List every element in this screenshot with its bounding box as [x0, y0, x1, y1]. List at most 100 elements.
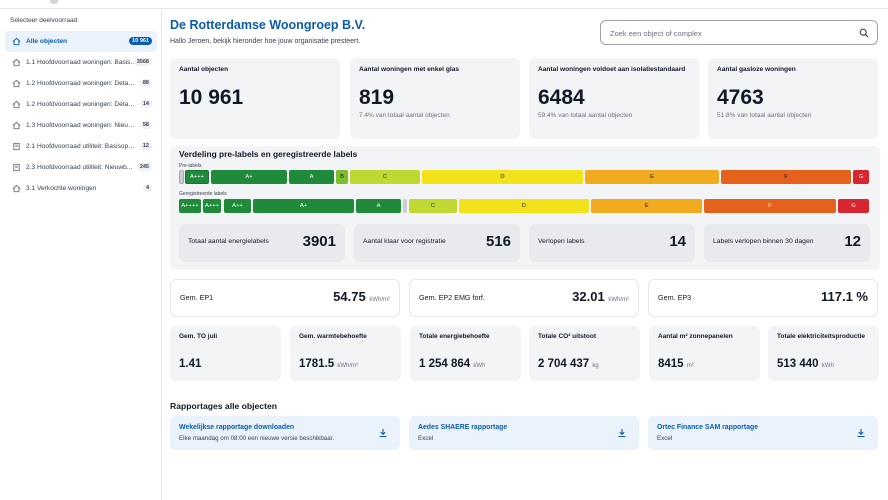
search-input[interactable]: Zoek een object of complex	[600, 20, 878, 45]
download-icon[interactable]	[856, 428, 866, 438]
ep-label: Gem. EP1	[180, 293, 214, 302]
house-icon	[11, 58, 21, 68]
registered-segment-a-plus-3[interactable]: A+++	[203, 199, 221, 213]
report-title: Aedes SHAERE rapportage	[418, 424, 508, 431]
mini-stat-expired: Verlopen labels 14	[529, 224, 695, 262]
mini-stat-value: 12	[844, 233, 861, 250]
stat-value: 819	[359, 86, 395, 109]
house-icon	[11, 121, 21, 131]
mini-stat-expiring-30-days: Labels verlopen binnen 30 dagen 12	[704, 224, 870, 262]
stat-card-gasless: Aantal gasloze woningen 4763 51.8% van t…	[708, 58, 878, 139]
stat-label: Aantal woningen voldoet aan isolatiestan…	[538, 66, 686, 73]
stat-sub: 59.4% van totaal aantal objecten	[538, 112, 633, 119]
sidebar-item-1-2-b[interactable]: 1.2 Hoofdvoorraad woningen: Detailo... 1…	[5, 94, 157, 115]
registered-segment-a-plus-4[interactable]: A++++	[179, 199, 201, 213]
registered-segment-g[interactable]: G	[838, 199, 869, 213]
report-weekly-download[interactable]: Wekelijkse rapportage downloaden Elke ma…	[170, 416, 400, 450]
sidebar-item-label: 3.1 Verkochte woningen	[26, 185, 97, 192]
prelabel-segment-a-plus[interactable]: A+	[211, 170, 287, 184]
registered-segment-d[interactable]: D	[459, 199, 589, 213]
download-icon[interactable]	[617, 428, 627, 438]
metric-label: Aantal m² zonnepanelen	[658, 333, 733, 340]
metric-number: 513 440	[777, 358, 819, 370]
metric-value: 2 704 437 kg	[538, 358, 599, 370]
prelabels-caption: Pre-labels	[179, 163, 202, 169]
sidebar-item-label: 2.1 Hoofdvoorraad utiliteit: Basisopns..…	[26, 143, 136, 150]
ep-number: 54.75	[333, 289, 366, 304]
stat-value: 6484	[538, 86, 585, 109]
prelabel-segment-c[interactable]: C	[350, 170, 420, 184]
ep-value: 32.01 kWh/m²	[572, 289, 629, 304]
greeting-text: Hallo Jeroen, bekijk hieronder hoe jouw …	[170, 38, 361, 45]
metric-value: 8415 m²	[658, 358, 694, 370]
house-icon	[11, 79, 21, 89]
sidebar-item-label: 1.2 Hoofdvoorraad woningen: Detailo...	[26, 101, 136, 108]
sidebar-item-count: 58	[139, 121, 152, 129]
registered-segment-c[interactable]: C	[409, 199, 457, 213]
sidebar-item-2-3[interactable]: 2.3 Hoofdvoorraad utiliteit: Nieuwb... 2…	[5, 157, 157, 178]
ep3-card: Gem. EP3 117.1 %	[648, 279, 878, 317]
prelabel-segment-f[interactable]: F	[721, 170, 851, 184]
building-icon	[11, 142, 21, 152]
report-sub: Excel	[657, 435, 673, 442]
prelabel-segment-grey[interactable]	[179, 170, 184, 184]
sidebar: Selecteer deelvoorraad Alle objecten 10 …	[0, 10, 162, 500]
registered-caption: Geregistreerde labels	[179, 191, 227, 197]
page-title: De Rotterdamse Woongroep B.V.	[170, 18, 366, 32]
sidebar-item-label: 1.1 Hoofdvoorraad woningen: Basis...	[26, 59, 136, 66]
registered-segment-a-plus[interactable]: A+	[253, 199, 354, 213]
report-ortec-sam[interactable]: Ortec Finance SAM rapportage Excel	[648, 416, 878, 450]
sidebar-item-alle-objecten[interactable]: Alle objecten 10 961	[5, 31, 157, 52]
sidebar-item-count: 10 961	[129, 37, 152, 45]
stat-label: Aantal woningen met enkel glas	[359, 66, 460, 73]
report-title: Ortec Finance SAM rapportage	[657, 424, 759, 431]
sidebar-item-count: 245	[136, 163, 152, 171]
metric-label: Totale CO² uitstoot	[538, 333, 597, 340]
mini-stat-total-labels: Totaal aantal energielabels 3901	[179, 224, 345, 262]
sidebar-item-1-3[interactable]: 1.3 Hoofdvoorraad woningen: Nieuw... 58	[5, 115, 157, 136]
mini-stat-value: 3901	[302, 233, 336, 250]
prelabel-segment-a[interactable]: A	[289, 170, 334, 184]
reports-title: Rapportages alle objecten	[170, 401, 277, 411]
ep-unit: kWh/m²	[608, 297, 629, 303]
sidebar-item-label: 1.2 Hoofdvoorraad woningen: Detail...	[26, 80, 136, 87]
ep-label: Gem. EP2 EMG forf.	[419, 293, 485, 302]
registered-segment-a[interactable]: A	[356, 199, 401, 213]
stat-card-objects: Aantal objecten 10 961	[170, 58, 340, 139]
registered-segment-f[interactable]: F	[704, 199, 836, 213]
metric-co2: Totale CO² uitstoot 2 704 437 kg	[529, 326, 640, 381]
search-placeholder: Zoek een object of complex	[610, 29, 702, 38]
metric-unit: kWh/m²	[337, 363, 359, 369]
prelabel-segment-e[interactable]: E	[585, 170, 719, 184]
house-icon	[11, 184, 21, 194]
registered-segment-b[interactable]	[403, 199, 407, 213]
metric-zonnepanelen: Aantal m² zonnepanelen 8415 m²	[649, 326, 760, 381]
report-aedes-shaere[interactable]: Aedes SHAERE rapportage Excel	[409, 416, 639, 450]
ep-label: Gem. EP3	[658, 293, 692, 302]
sidebar-item-1-1[interactable]: 1.1 Hoofdvoorraad woningen: Basis... 356…	[5, 52, 157, 73]
sidebar-item-count: 88	[139, 79, 152, 87]
sidebar-item-label: Alle objecten	[26, 38, 68, 45]
stat-label: Aantal gasloze woningen	[717, 66, 796, 73]
prelabel-segment-a-plus-plus-plus[interactable]: A+++	[185, 170, 209, 184]
metric-elektriciteit: Totale elektriciteitsproductie 513 440 k…	[768, 326, 879, 381]
ep-number: 32.01	[572, 289, 605, 304]
metric-value: 513 440 kWh	[777, 358, 834, 370]
registered-segment-a-plus-2[interactable]: A++	[224, 199, 251, 213]
sidebar-item-2-1[interactable]: 2.1 Hoofdvoorraad utiliteit: Basisopns..…	[5, 136, 157, 157]
mini-stat-label: Labels verlopen binnen 30 dagen	[713, 238, 814, 245]
sidebar-item-label: 1.3 Hoofdvoorraad woningen: Nieuw...	[26, 122, 136, 129]
mini-stat-label: Verlopen labels	[538, 238, 585, 245]
ep1-card: Gem. EP1 54.75 kWh/m²	[170, 279, 400, 317]
prelabel-segment-d[interactable]: D	[422, 170, 583, 184]
metric-value: 1781.5 kWh/m²	[299, 358, 358, 370]
registered-segment-e[interactable]: E	[591, 199, 702, 213]
download-icon[interactable]	[378, 428, 388, 438]
metric-unit: m²	[686, 363, 694, 369]
sidebar-item-count: 3568	[133, 58, 152, 66]
prelabel-segment-g[interactable]: G	[853, 170, 869, 184]
prelabel-segment-b[interactable]: B	[336, 170, 348, 184]
sidebar-item-1-2-a[interactable]: 1.2 Hoofdvoorraad woningen: Detail... 88	[5, 73, 157, 94]
metric-number: 8415	[658, 358, 684, 370]
sidebar-item-3-1[interactable]: 3.1 Verkochte woningen 4	[5, 178, 157, 199]
